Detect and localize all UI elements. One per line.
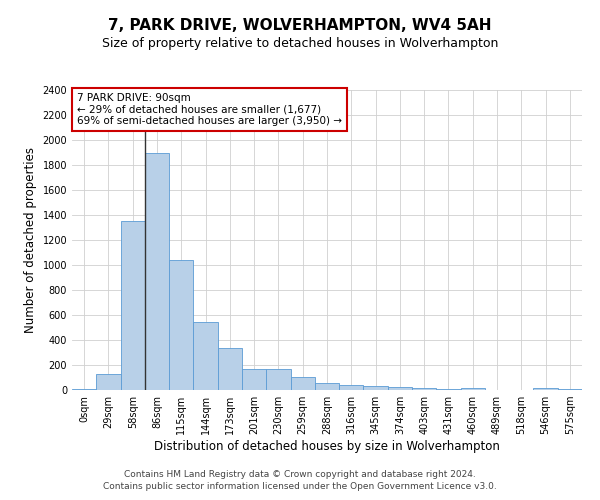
- Bar: [412, 388, 436, 390]
- Bar: [315, 382, 339, 390]
- Text: Contains public sector information licensed under the Open Government Licence v3: Contains public sector information licen…: [103, 482, 497, 491]
- Bar: [339, 385, 364, 390]
- X-axis label: Distribution of detached houses by size in Wolverhampton: Distribution of detached houses by size …: [154, 440, 500, 453]
- Bar: [242, 369, 266, 390]
- Y-axis label: Number of detached properties: Number of detached properties: [24, 147, 37, 333]
- Bar: [218, 348, 242, 390]
- Bar: [193, 322, 218, 390]
- Bar: [533, 388, 558, 390]
- Text: Size of property relative to detached houses in Wolverhampton: Size of property relative to detached ho…: [102, 38, 498, 51]
- Bar: [266, 369, 290, 390]
- Bar: [72, 389, 96, 390]
- Bar: [145, 152, 169, 390]
- Text: 7 PARK DRIVE: 90sqm
← 29% of detached houses are smaller (1,677)
69% of semi-det: 7 PARK DRIVE: 90sqm ← 29% of detached ho…: [77, 93, 342, 126]
- Text: Contains HM Land Registry data © Crown copyright and database right 2024.: Contains HM Land Registry data © Crown c…: [124, 470, 476, 479]
- Bar: [169, 260, 193, 390]
- Text: 7, PARK DRIVE, WOLVERHAMPTON, WV4 5AH: 7, PARK DRIVE, WOLVERHAMPTON, WV4 5AH: [108, 18, 492, 32]
- Bar: [461, 388, 485, 390]
- Bar: [364, 386, 388, 390]
- Bar: [290, 377, 315, 390]
- Bar: [121, 221, 145, 390]
- Bar: [436, 389, 461, 390]
- Bar: [388, 387, 412, 390]
- Bar: [96, 374, 121, 390]
